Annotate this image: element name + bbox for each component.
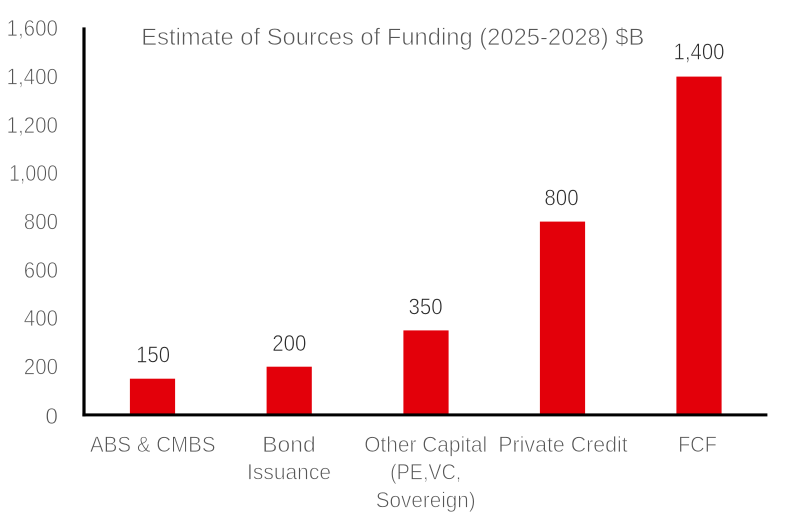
svg-text:600: 600 (24, 257, 58, 283)
svg-text:1,400: 1,400 (7, 64, 59, 90)
svg-text:Other Capital: Other Capital (364, 432, 487, 457)
svg-text:200: 200 (24, 354, 58, 380)
svg-text:350: 350 (409, 293, 443, 319)
svg-text:1,400: 1,400 (674, 39, 725, 65)
svg-text:Issuance: Issuance (247, 459, 331, 484)
svg-text:ABS & CMBS: ABS & CMBS (90, 432, 216, 457)
svg-text:1,600: 1,600 (7, 15, 59, 41)
svg-text:Private Credit: Private Credit (498, 432, 628, 457)
svg-text:800: 800 (544, 185, 578, 211)
svg-text:200: 200 (272, 330, 306, 356)
svg-text:(PE,VC,: (PE,VC, (390, 459, 461, 484)
svg-text:Bond: Bond (262, 432, 315, 457)
svg-text:1,200: 1,200 (7, 112, 59, 138)
svg-text:1,000: 1,000 (9, 160, 58, 186)
svg-text:400: 400 (24, 305, 58, 331)
svg-text:Estimate of Sources of Funding: Estimate of Sources of Funding (2025-202… (141, 24, 644, 51)
svg-text:FCF: FCF (678, 432, 717, 457)
svg-text:0: 0 (45, 403, 58, 429)
svg-text:800: 800 (24, 209, 58, 235)
svg-text:150: 150 (136, 341, 170, 367)
svg-text:Sovereign): Sovereign) (376, 487, 476, 512)
